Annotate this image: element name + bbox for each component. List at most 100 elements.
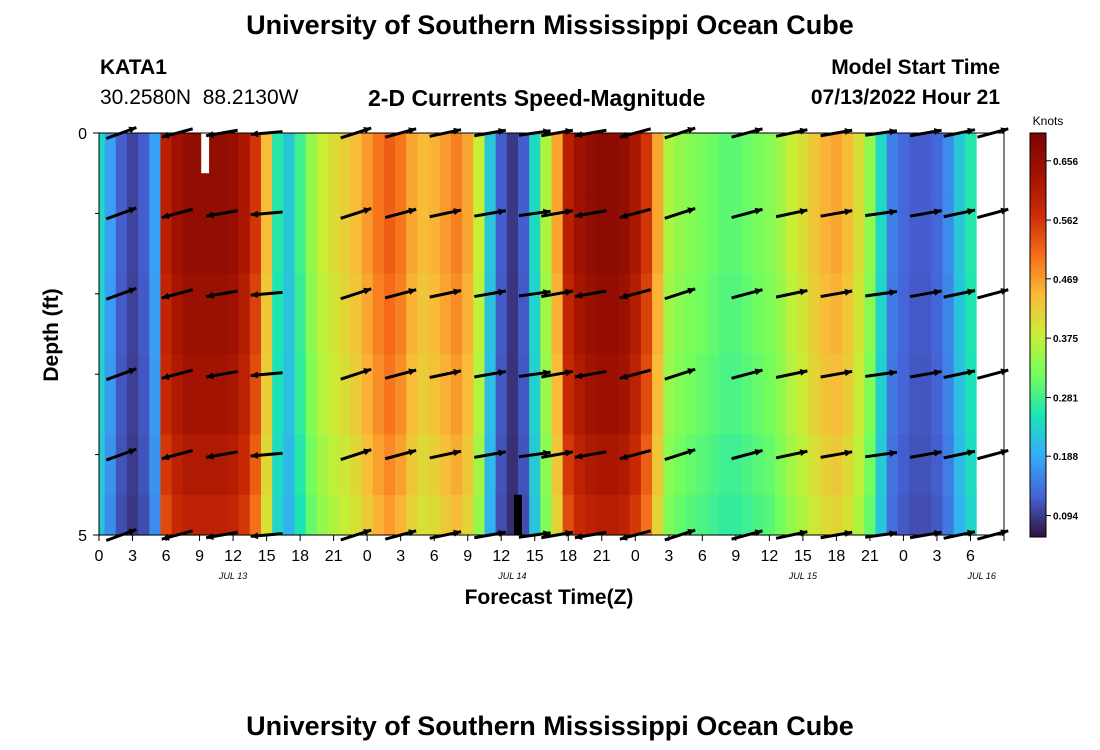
colorbar-title: Knots <box>1033 114 1064 128</box>
heatmap-cell <box>663 133 675 194</box>
heatmap-cell <box>115 133 128 194</box>
heatmap-cell <box>462 273 474 355</box>
arrow-head <box>799 288 808 296</box>
heatmap-cell <box>383 494 396 536</box>
heatmap-cell <box>517 193 530 275</box>
arrow-head <box>574 211 583 219</box>
arrow-head <box>363 287 372 295</box>
heatmap-cell <box>193 193 206 275</box>
x-tick-label: 9 <box>731 548 740 565</box>
heatmap-cell <box>216 273 229 355</box>
current-arrow <box>250 290 283 299</box>
heatmap-cell <box>774 193 787 275</box>
arrow-head <box>933 208 942 216</box>
current-arrow <box>474 369 507 379</box>
heatmap-cell <box>517 354 530 436</box>
arrow-head <box>754 448 763 456</box>
heatmap-cell <box>730 193 743 275</box>
heatmap-cell <box>484 354 497 436</box>
heatmap-cell <box>339 434 351 496</box>
heatmap-cell <box>964 133 977 194</box>
current-arrow <box>340 367 372 381</box>
arrow-head <box>128 528 137 536</box>
arrow-head <box>687 126 696 134</box>
heatmap-cell <box>316 273 329 355</box>
heatmap-cell <box>350 494 363 536</box>
heatmap-cell <box>193 354 206 436</box>
arrow-head <box>754 288 763 295</box>
heatmap-cell <box>596 354 608 436</box>
heatmap-cell <box>920 193 932 275</box>
heatmap-cell <box>372 494 385 536</box>
heatmap-cell <box>216 434 229 496</box>
heatmap-cell <box>272 133 284 194</box>
current-arrow <box>429 288 462 299</box>
arrow-head <box>128 448 137 455</box>
current-arrow <box>865 369 898 378</box>
heatmap-cell <box>953 354 966 436</box>
heatmap-cell <box>484 193 497 275</box>
heatmap-cell <box>797 434 810 496</box>
heatmap-cell <box>551 354 564 436</box>
heatmap-cell <box>417 354 430 436</box>
heatmap-cell <box>261 434 273 496</box>
heatmap-cell <box>261 133 273 194</box>
heatmap-cell <box>830 434 843 496</box>
current-arrow <box>909 208 942 218</box>
heatmap-cell <box>149 494 162 536</box>
heatmap-cell <box>126 434 139 496</box>
date-label: JUL 13 <box>218 571 247 581</box>
heatmap-cell <box>171 133 184 194</box>
heatmap-cell <box>663 193 675 275</box>
arrow-head <box>206 452 214 460</box>
station-id: KATA1 <box>100 56 167 79</box>
current-arrow <box>250 451 283 459</box>
current-arrow <box>619 288 652 300</box>
heatmap-cell <box>819 434 832 496</box>
heatmap-cell <box>853 193 865 275</box>
x-tick-label: 0 <box>363 548 372 565</box>
heatmap-cell <box>652 494 664 536</box>
arrow-head <box>363 368 372 375</box>
arrow-head <box>844 449 853 457</box>
heatmap-cell <box>506 354 519 436</box>
heatmap-cell <box>696 133 709 194</box>
heatmap-cell <box>406 193 419 275</box>
heatmap-cell <box>305 193 318 275</box>
current-arrow <box>820 449 853 459</box>
heatmap-cell <box>607 494 620 536</box>
heatmap-cell <box>551 494 564 536</box>
heatmap-cell <box>339 193 351 275</box>
arrow-head <box>250 130 259 138</box>
heatmap-cell <box>417 273 430 355</box>
arrow-head <box>206 372 214 380</box>
heatmap-cell <box>730 494 743 536</box>
current-arrow <box>865 289 898 298</box>
heatmap-cell <box>685 273 698 355</box>
heatmap-cell <box>763 494 776 536</box>
heatmap-cell <box>652 434 664 496</box>
heatmap-cell <box>115 434 128 496</box>
heatmap-cell <box>719 354 731 436</box>
arrow-head <box>363 126 372 134</box>
heatmap-cell <box>886 133 899 194</box>
heatmap-cell <box>328 273 340 355</box>
heatmap-cell <box>931 434 944 496</box>
heatmap-cell <box>719 494 731 536</box>
arrow-head <box>453 208 462 215</box>
arrow-head <box>619 212 628 220</box>
heatmap-cell <box>942 193 955 275</box>
heatmap-cell <box>797 354 810 436</box>
heatmap-cell <box>864 434 877 496</box>
heatmap-cell <box>529 434 541 496</box>
heatmap-cell <box>182 494 195 536</box>
heatmap-cell <box>540 133 553 194</box>
heatmap-cell <box>696 193 709 275</box>
heatmap-cell <box>249 354 262 436</box>
heatmap-cell <box>774 273 787 355</box>
heatmap-cell <box>316 434 329 496</box>
heatmap-cell <box>886 434 899 496</box>
heatmap-cell <box>160 193 173 275</box>
colorbar-tick-label: 0.094 <box>1053 512 1078 523</box>
arrow-head <box>799 449 808 457</box>
